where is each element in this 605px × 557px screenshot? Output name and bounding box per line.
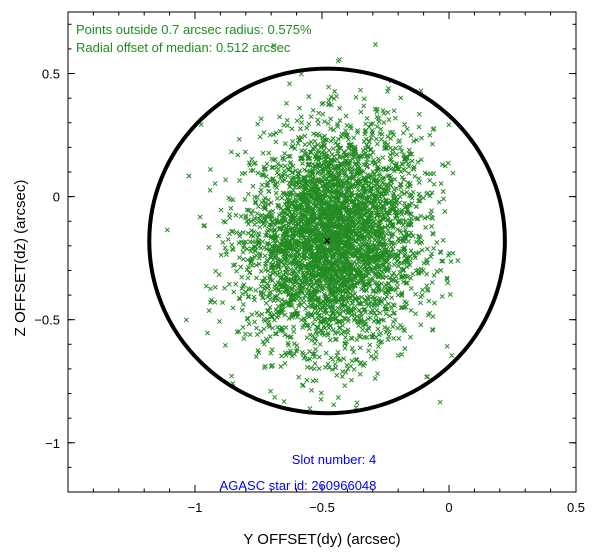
x-axis-label: Y OFFSET(dy) (arcsec) — [243, 531, 400, 548]
x-tick-label: 0.5 — [567, 500, 585, 515]
annotation-radial-offset: Radial offset of median: 0.512 arcsec — [76, 40, 291, 55]
y-tick-label: −1 — [45, 436, 60, 451]
radius-circle — [147, 66, 507, 416]
x-tick-label: 0 — [445, 500, 452, 515]
median-group — [324, 237, 331, 244]
annotation-slot-number: Slot number: 4 — [292, 452, 377, 467]
y-axis-label: Z OFFSET(dz) (arcsec) — [12, 180, 29, 337]
y-tick-label: 0 — [53, 190, 60, 205]
circle-group — [147, 66, 507, 416]
scatter-markers — [164, 41, 461, 412]
y-tick-label: 0.5 — [42, 67, 60, 82]
annotation-agasc-id: AGASC star id: 260966048 — [220, 478, 377, 493]
axis-ticks: −1 −0.5 0 0.5 −1 −0.5 0 0.5 — [34, 12, 585, 515]
x-tick-label: −0.5 — [309, 500, 335, 515]
y-tick-label: −0.5 — [34, 313, 60, 328]
annotation-points-outside: Points outside 0.7 arcsec radius: 0.575% — [76, 22, 312, 37]
scatter-points — [164, 41, 461, 412]
median-marker — [324, 237, 331, 244]
x-tick-label: −1 — [188, 500, 203, 515]
